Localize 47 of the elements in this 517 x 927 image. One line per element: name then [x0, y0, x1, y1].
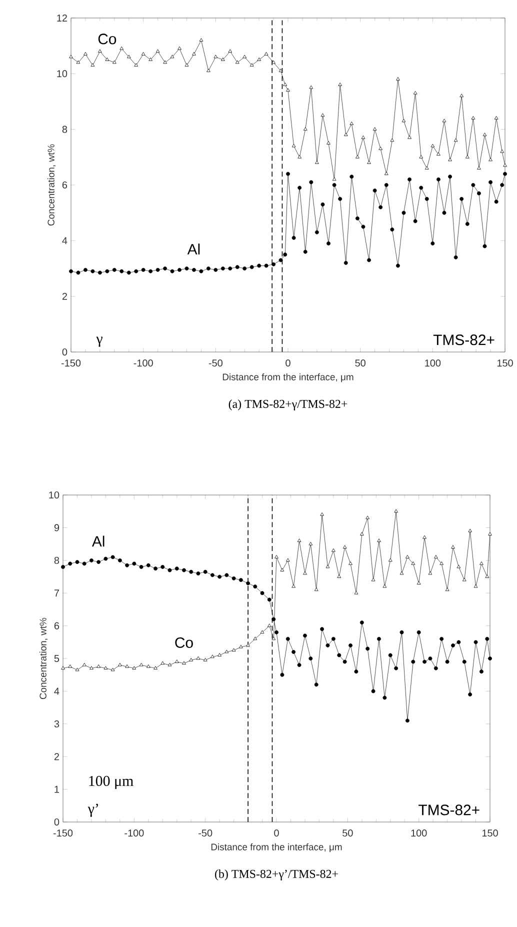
x-tick-label: 50 [355, 360, 366, 367]
annotation: γ’ [88, 804, 98, 817]
y-tick-label: 9 [54, 524, 60, 532]
x-tick-label: 50 [342, 830, 353, 837]
y-tick-label: 8 [62, 126, 68, 133]
y-tick-label: 8 [54, 556, 60, 564]
x-tick-label: -50 [198, 830, 212, 837]
x-tick-label: -150 [61, 360, 81, 367]
x-tick-label: -50 [208, 360, 222, 367]
text: (b) TMS-82+γ’/TMS-82+ [215, 870, 338, 880]
y-tick-label: 12 [57, 14, 67, 22]
x-tick-label: 0 [286, 360, 290, 367]
y-tick-label: 7 [54, 590, 59, 597]
x-tick-label: 150 [497, 360, 513, 367]
series-label: Co [175, 637, 193, 648]
y-tick-label: 3 [54, 720, 60, 728]
x-tick-label: 100 [411, 830, 427, 837]
y-tick-label: 0 [62, 348, 68, 356]
annotation: 100 μm [89, 776, 134, 790]
y-tick-label: 10 [49, 491, 60, 499]
y-tick-label: 6 [62, 181, 68, 189]
y-tick-label: 5 [54, 655, 60, 662]
x-tick-label: -100 [134, 360, 153, 367]
text: (a) TMS-82+γ/TMS-82+ [228, 400, 348, 410]
y-tick-label: 4 [62, 237, 68, 244]
x-tick-label: -100 [124, 830, 144, 837]
y-tick-label: 2 [62, 292, 67, 300]
annotation: γ [96, 336, 102, 347]
x-tick-label: -150 [53, 830, 73, 837]
y-tick-label: 4 [54, 688, 60, 695]
y-tick-label: 6 [54, 622, 60, 630]
y-tick-label: 0 [54, 818, 60, 826]
x-axis-title: Distance from the interface, μm [211, 843, 342, 852]
y-tick-label: 1 [54, 786, 59, 793]
annotation: TMS-82+ [433, 334, 494, 346]
y-axis-title: Concentration, wt% [47, 144, 56, 226]
series-label: Al [187, 244, 200, 254]
annotation: TMS-82+ [418, 804, 480, 816]
x-tick-label: 100 [425, 360, 441, 367]
y-tick-label: 10 [57, 70, 68, 78]
y-axis-title: Concentration, wt% [39, 618, 48, 700]
x-tick-label: 0 [274, 830, 279, 837]
y-tick-label: 2 [54, 753, 59, 760]
series-label: Al [92, 536, 104, 547]
x-tick-label: 150 [482, 830, 498, 837]
series-label: Co [98, 34, 116, 44]
x-axis-title: Distance from the interface, μm [222, 373, 354, 382]
